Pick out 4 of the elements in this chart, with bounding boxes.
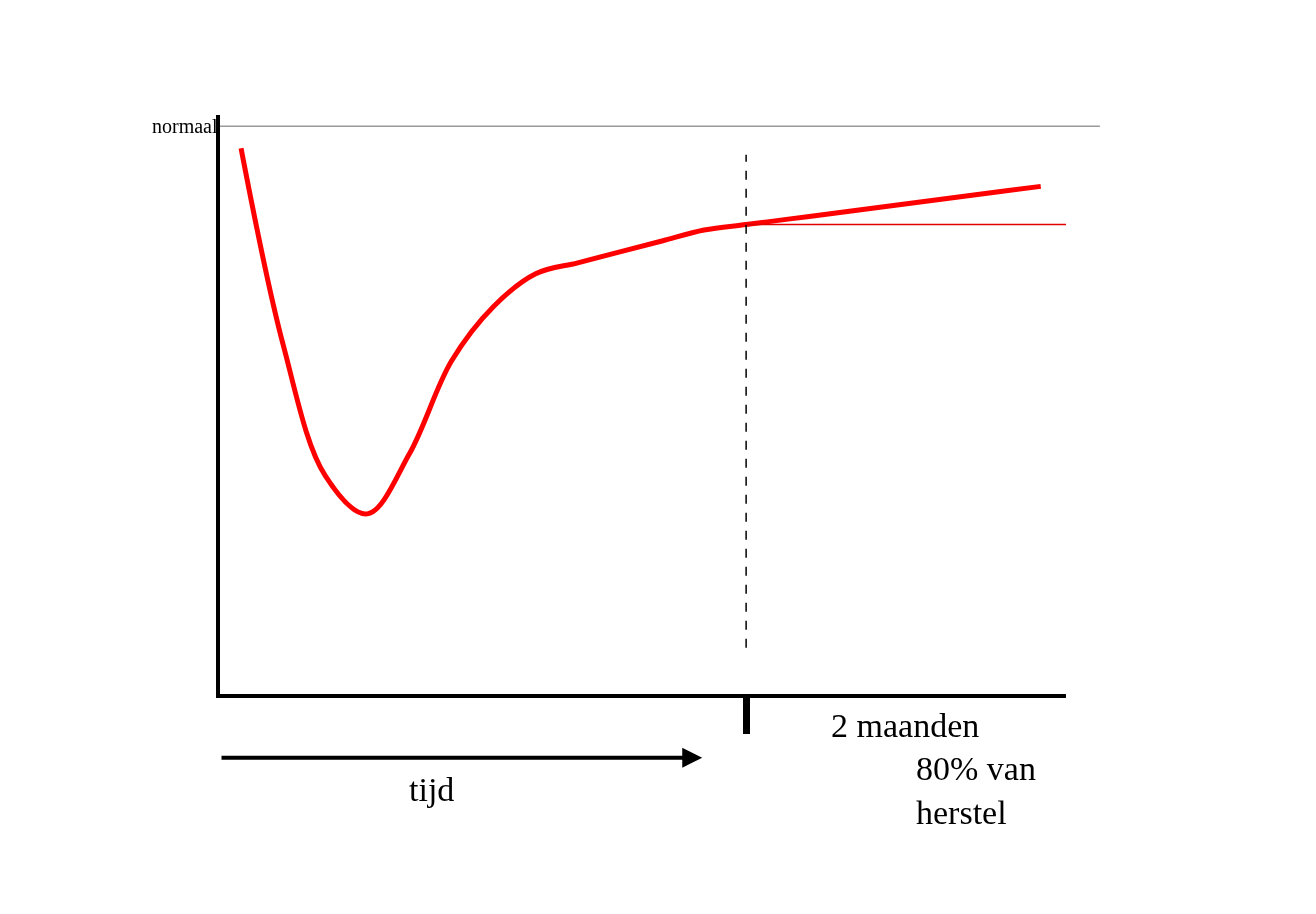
text: 2 maanden bbox=[831, 707, 980, 744]
text: tijd bbox=[409, 771, 455, 808]
ref-line-label: normaal bbox=[152, 115, 218, 137]
text: 80% van herstel bbox=[916, 750, 1036, 832]
